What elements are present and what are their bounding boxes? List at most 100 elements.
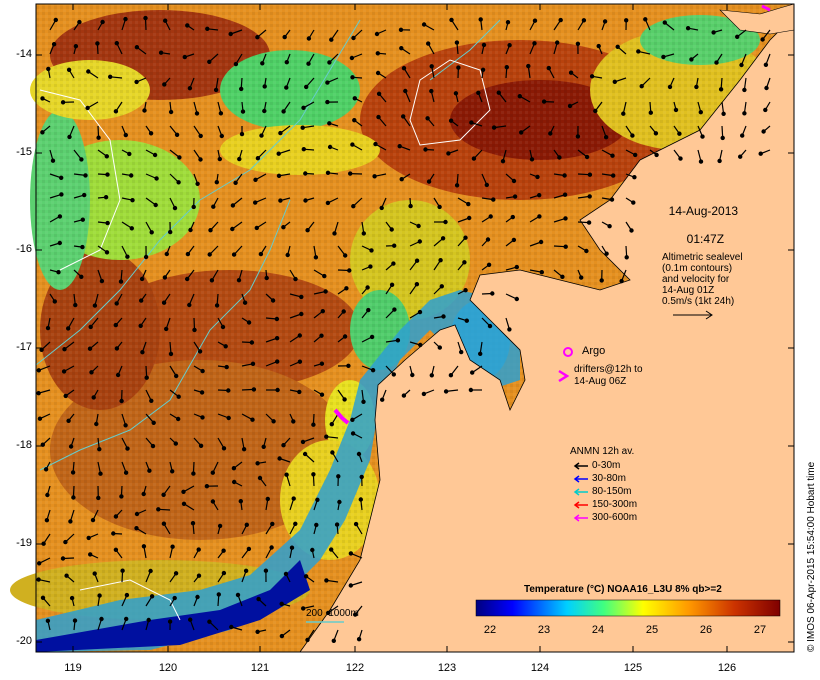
velocity-arrow-head [149, 398, 154, 403]
velocity-arrow-head [486, 262, 492, 267]
velocity-arrow-head [350, 431, 356, 436]
velocity-arrow-head [344, 286, 349, 291]
velocity-arrow-head [414, 282, 420, 287]
velocity-arrow-head [507, 43, 512, 48]
velocity-arrow-head [454, 183, 460, 188]
velocity-arrow-head [370, 368, 376, 373]
velocity-arrow-head [138, 298, 144, 303]
velocity-arrow-head [375, 51, 380, 56]
velocity-arrow-head [401, 393, 407, 398]
velocity-arrow-head [66, 67, 72, 73]
velocity-arrow-head [358, 497, 363, 502]
velocity-arrow-head [425, 116, 430, 121]
velocity-arrow-head [231, 466, 237, 471]
velocity-arrow-head [241, 447, 247, 452]
velocity-arrow-head [96, 135, 101, 140]
velocity-arrow-head [359, 474, 364, 480]
lon-tick-label: 120 [158, 662, 178, 674]
velocity-arrow-head [207, 252, 212, 257]
velocity-arrow-head [261, 444, 266, 449]
velocity-arrow-head [269, 545, 274, 550]
velocity-arrow-head [253, 177, 258, 182]
velocity-arrow-head [300, 125, 305, 130]
velocity-arrow-head [123, 132, 129, 138]
velocity-arrow-head [176, 394, 181, 399]
velocity-arrow-head [172, 205, 178, 211]
colorbar [475, 599, 781, 617]
lat-tick-label: -18 [16, 439, 32, 451]
anmn-legend-item: 0-30m [592, 460, 621, 471]
velocity-arrow-head [184, 276, 190, 282]
velocity-arrow-head [548, 131, 553, 136]
velocity-arrow-head [79, 274, 84, 279]
velocity-arrow-head [375, 70, 381, 76]
velocity-arrow-head [376, 91, 382, 97]
velocity-arrow-head [624, 255, 629, 260]
velocity-arrow-head [59, 192, 64, 197]
velocity-arrow-head [51, 42, 57, 47]
velocity-arrow-head [343, 253, 348, 258]
velocity-arrow-head [80, 217, 86, 222]
drifters-label: drifters@12h to 14-Aug 06Z [574, 364, 643, 387]
velocity-arrow-head [619, 278, 624, 284]
velocity-arrow-head [214, 179, 219, 185]
velocity-arrow-head [514, 264, 520, 270]
velocity-arrow-head [421, 391, 427, 397]
velocity-arrow-head [314, 522, 319, 528]
velocity-arrow-head [207, 59, 212, 65]
velocity-arrow-head [581, 18, 587, 23]
colorbar-tick-label: 22 [483, 624, 497, 636]
velocity-arrow-head [560, 274, 565, 279]
velocity-arrow-head [124, 592, 130, 598]
velocity-arrow-head [141, 491, 146, 497]
velocity-arrow-head [185, 23, 190, 28]
velocity-arrow-head [539, 270, 545, 275]
velocity-arrow-head [610, 153, 615, 158]
velocity-arrow-head [107, 74, 113, 80]
velocity-arrow-head [134, 511, 140, 517]
velocity-arrow-head [246, 546, 252, 552]
velocity-arrow-head [310, 547, 315, 553]
velocity-arrow-head [236, 278, 242, 283]
velocity-arrow-head [170, 544, 175, 549]
velocity-arrow-head [46, 66, 51, 72]
velocity-arrow-head [120, 568, 125, 573]
velocity-arrow-head [320, 309, 325, 314]
velocity-arrow-head [392, 243, 397, 248]
velocity-arrow-head [95, 41, 100, 46]
velocity-arrow-head [105, 220, 110, 226]
velocity-arrow-head [57, 214, 63, 219]
velocity-arrow-head [147, 468, 152, 473]
velocity-arrow-head [389, 227, 394, 232]
velocity-arrow-head [39, 347, 44, 352]
velocity-arrow-head [99, 278, 105, 284]
velocity-arrow-head [90, 517, 96, 523]
velocity-arrow-head [500, 158, 506, 164]
colorbar-tick-label: 26 [699, 624, 713, 636]
velocity-arrow-head [504, 64, 509, 70]
velocity-arrow-head [511, 237, 517, 243]
velocity-arrow-head [167, 619, 173, 624]
velocity-arrow-head [173, 373, 179, 379]
velocity-arrow-head [73, 44, 79, 49]
velocity-arrow-head [562, 192, 568, 197]
velocity-arrow-head [410, 372, 415, 378]
velocity-arrow-head [168, 351, 174, 357]
velocity-arrow-head [629, 228, 634, 233]
velocity-arrow-head [169, 469, 175, 474]
velocity-arrow-head [303, 171, 308, 176]
velocity-arrow-head [213, 87, 219, 93]
velocity-arrow-head [187, 85, 193, 91]
velocity-arrow-head [284, 60, 289, 65]
velocity-arrow-head [689, 57, 694, 62]
velocity-arrow-head [254, 225, 259, 231]
velocity-arrow-head [369, 334, 375, 340]
velocity-arrow-head [282, 34, 287, 40]
velocity-arrow-head [361, 399, 366, 404]
velocity-arrow-head [698, 109, 704, 115]
velocity-arrow-head [138, 323, 143, 328]
velocity-arrow-head [200, 368, 205, 374]
velocity-arrow-head [507, 327, 512, 332]
velocity-arrow-head [195, 181, 200, 186]
velocity-arrow-head [621, 111, 626, 116]
